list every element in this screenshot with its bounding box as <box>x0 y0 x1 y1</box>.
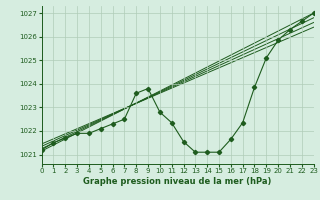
X-axis label: Graphe pression niveau de la mer (hPa): Graphe pression niveau de la mer (hPa) <box>84 177 272 186</box>
